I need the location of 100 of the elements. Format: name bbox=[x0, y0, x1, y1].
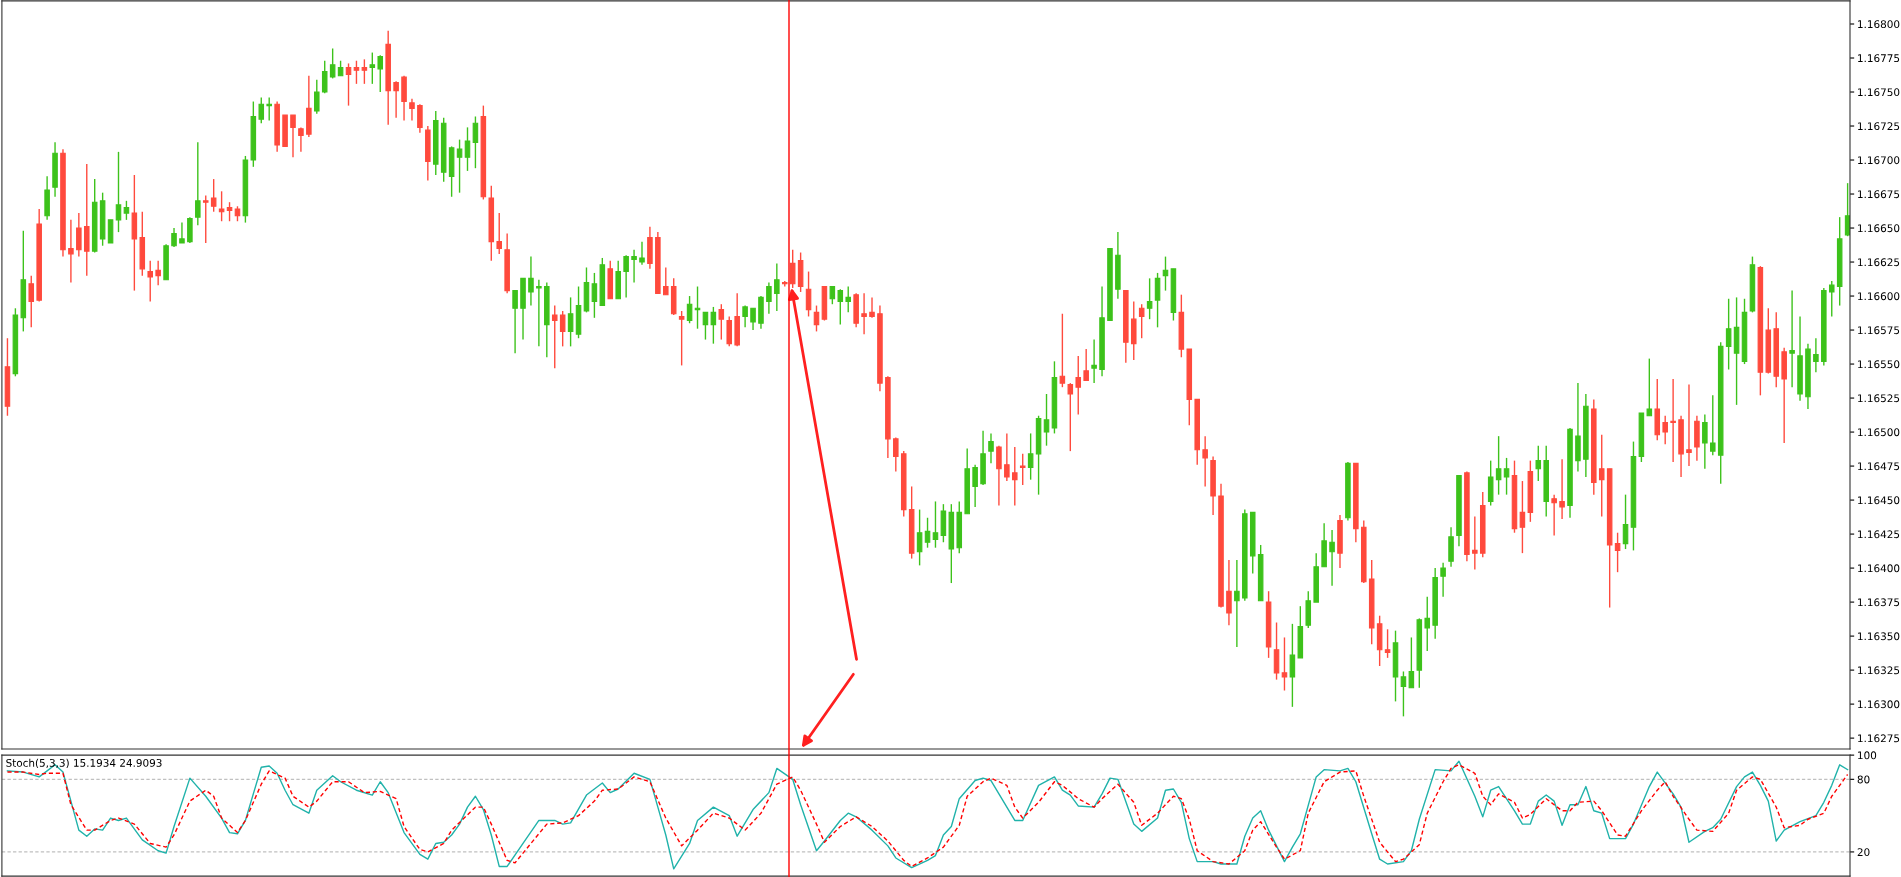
candlestick bbox=[1725, 298, 1732, 371]
candlestick bbox=[258, 96, 265, 124]
candlestick bbox=[551, 304, 558, 369]
candlestick bbox=[1067, 382, 1074, 452]
candlestick bbox=[964, 447, 970, 515]
candlestick bbox=[1257, 544, 1264, 602]
candlestick bbox=[488, 185, 495, 262]
candlestick bbox=[448, 145, 455, 198]
candlestick bbox=[377, 54, 384, 93]
y-tick-label: 1.16725 bbox=[1858, 122, 1900, 131]
y-tick-label: 1.16550 bbox=[1858, 360, 1900, 369]
candlestick bbox=[99, 191, 106, 247]
y-tick-label: 1.16350 bbox=[1858, 632, 1900, 641]
candlestick bbox=[147, 259, 154, 303]
candlestick bbox=[559, 310, 566, 348]
y-tick-label: 20 bbox=[1857, 848, 1870, 857]
candlestick bbox=[1178, 293, 1185, 358]
candlestick bbox=[1297, 605, 1304, 659]
candlestick bbox=[369, 51, 376, 85]
y-tick-label: 100 bbox=[1858, 751, 1877, 760]
y-tick-label: 1.16675 bbox=[1858, 190, 1900, 199]
candlestick bbox=[900, 450, 907, 518]
candlestick bbox=[1487, 459, 1494, 507]
y-tick-label: 1.16800 bbox=[1858, 20, 1900, 29]
candlestick bbox=[678, 310, 685, 367]
candlestick bbox=[1535, 444, 1542, 482]
candlestick bbox=[1194, 398, 1200, 466]
candlestick bbox=[1012, 446, 1018, 507]
candlestick bbox=[1376, 615, 1383, 667]
candlestick bbox=[663, 266, 669, 296]
candlestick bbox=[83, 163, 90, 277]
y-tick-label: 1.16650 bbox=[1858, 224, 1900, 233]
candlestick bbox=[107, 219, 114, 244]
candlestick bbox=[1773, 311, 1780, 388]
candlestick bbox=[837, 288, 844, 326]
y-tick-label: 1.16400 bbox=[1858, 564, 1900, 573]
candlestick bbox=[1186, 348, 1193, 426]
y-tick-label: 1.16375 bbox=[1858, 598, 1900, 607]
candlestick bbox=[1591, 398, 1597, 496]
y-tick-label: 1.16450 bbox=[1858, 496, 1900, 505]
y-tick-label: 1.16525 bbox=[1858, 394, 1900, 403]
candlestick bbox=[314, 79, 320, 115]
candlestick bbox=[1598, 434, 1605, 518]
candlestick bbox=[1027, 432, 1034, 481]
y-tick-label: 1.16775 bbox=[1858, 54, 1900, 63]
candlestick bbox=[1836, 216, 1843, 307]
candlestick bbox=[1527, 459, 1534, 523]
candlestick bbox=[1765, 307, 1772, 375]
candlestick bbox=[1654, 378, 1661, 441]
candlestick bbox=[432, 110, 439, 176]
candlestick bbox=[599, 257, 606, 307]
candlestick bbox=[607, 259, 614, 300]
candlestick bbox=[321, 60, 328, 95]
candlestick bbox=[210, 178, 217, 213]
candlestick bbox=[329, 47, 336, 80]
candlestick bbox=[726, 315, 733, 348]
candlestick bbox=[615, 259, 621, 300]
y-tick-label: 1.16600 bbox=[1858, 292, 1900, 301]
candlestick bbox=[250, 100, 257, 168]
y-tick-label: 1.16475 bbox=[1858, 462, 1900, 471]
y-tick-label: 1.16275 bbox=[1858, 734, 1900, 743]
candlestick bbox=[670, 277, 677, 316]
candlestick bbox=[948, 503, 955, 584]
candlestick bbox=[536, 279, 542, 348]
chart-title: Stoch(5,3,3) 15.1934 24.9093 bbox=[6, 758, 162, 769]
candlestick bbox=[1606, 468, 1613, 609]
candlestick bbox=[1710, 394, 1716, 456]
y-tick-label: 80 bbox=[1857, 775, 1870, 784]
candlestick bbox=[480, 104, 487, 201]
candlestick bbox=[1646, 357, 1653, 417]
y-tick-label: 1.16425 bbox=[1858, 530, 1900, 539]
candlestick bbox=[1828, 280, 1835, 318]
candlestick bbox=[28, 274, 35, 329]
candlestick bbox=[1479, 491, 1486, 558]
candlestick bbox=[1416, 617, 1423, 689]
candlestick bbox=[202, 194, 209, 244]
y-tick-label: 1.16700 bbox=[1858, 156, 1900, 165]
candlestick bbox=[1361, 519, 1367, 584]
candlestick bbox=[1075, 355, 1082, 416]
y-tick-label: 1.16500 bbox=[1858, 428, 1900, 437]
candlestick bbox=[440, 117, 447, 183]
candlestick bbox=[179, 221, 185, 244]
candlestick bbox=[718, 303, 725, 341]
candlestick bbox=[91, 178, 98, 254]
y-tick-label: 1.16325 bbox=[1858, 666, 1900, 675]
candlestick bbox=[1717, 341, 1724, 485]
y-tick-label: 1.16750 bbox=[1858, 88, 1900, 97]
candlestick bbox=[908, 485, 915, 560]
candlestick bbox=[1543, 444, 1549, 518]
candlestick bbox=[131, 174, 138, 292]
y-tick-label: 1.16300 bbox=[1858, 700, 1900, 709]
y-tick-label: 1.16575 bbox=[1858, 326, 1900, 335]
candlestick bbox=[1368, 559, 1375, 645]
candlestick bbox=[1305, 590, 1312, 629]
y-tick-label: 1.16625 bbox=[1858, 258, 1900, 267]
candlestick bbox=[1019, 453, 1026, 486]
candlestick bbox=[1107, 247, 1113, 322]
candlestick bbox=[20, 230, 27, 333]
candlestick bbox=[1424, 595, 1431, 652]
candlestick bbox=[496, 212, 502, 255]
